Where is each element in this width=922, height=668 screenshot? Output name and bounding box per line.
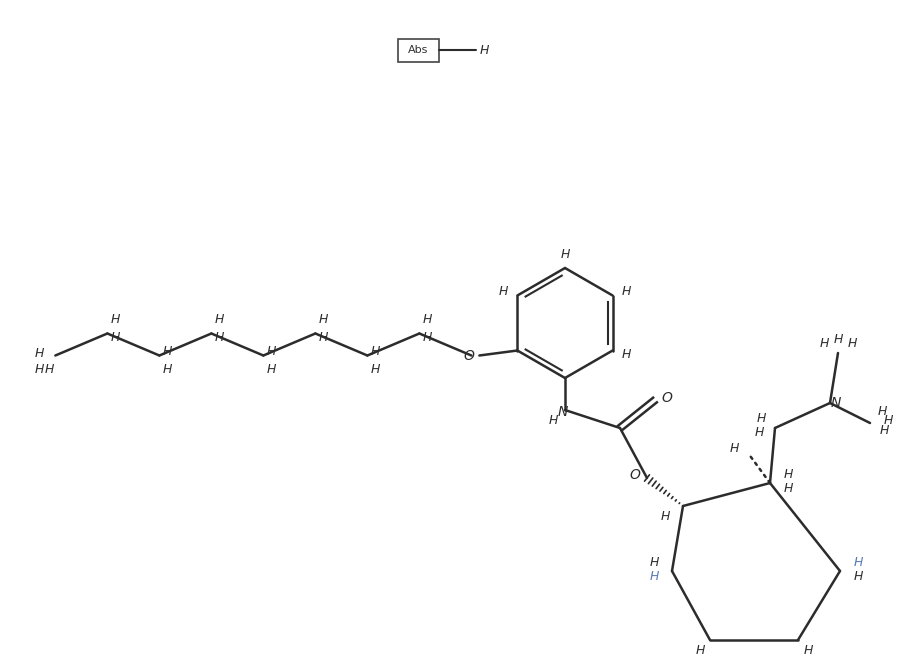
- Text: H: H: [422, 331, 432, 344]
- Text: H: H: [44, 363, 54, 376]
- Text: H: H: [35, 363, 44, 376]
- Text: H: H: [622, 285, 632, 298]
- Text: H: H: [833, 333, 843, 345]
- Text: H: H: [162, 345, 172, 358]
- Text: H: H: [35, 347, 44, 360]
- Text: H: H: [754, 426, 763, 438]
- Text: H: H: [622, 348, 632, 361]
- Text: H: H: [422, 313, 432, 326]
- Text: H: H: [371, 345, 380, 358]
- FancyBboxPatch shape: [397, 39, 439, 61]
- Text: H: H: [695, 645, 704, 657]
- Text: H: H: [561, 248, 570, 261]
- Text: H: H: [266, 345, 276, 358]
- Text: H: H: [215, 313, 224, 326]
- Text: H: H: [784, 482, 793, 496]
- Text: H: H: [549, 413, 558, 426]
- Text: H: H: [803, 645, 812, 657]
- Text: O: O: [464, 349, 475, 363]
- Text: H: H: [479, 43, 489, 57]
- Text: O: O: [630, 468, 641, 482]
- Text: H: H: [880, 424, 889, 438]
- Text: H: H: [215, 331, 224, 344]
- Text: H: H: [847, 337, 857, 349]
- Text: H: H: [162, 363, 172, 376]
- Text: H: H: [854, 556, 863, 570]
- Text: H: H: [729, 442, 739, 454]
- Text: H: H: [784, 468, 793, 482]
- Text: H: H: [820, 337, 829, 349]
- Text: H: H: [319, 331, 328, 344]
- Text: H: H: [649, 570, 658, 584]
- Text: H: H: [499, 285, 508, 298]
- Text: O: O: [662, 391, 672, 405]
- Text: H: H: [649, 556, 658, 570]
- Text: H: H: [319, 313, 328, 326]
- Text: H: H: [111, 313, 120, 326]
- Text: H: H: [878, 405, 887, 418]
- Text: H: H: [660, 510, 669, 522]
- Text: N: N: [558, 405, 568, 419]
- Text: Abs: Abs: [408, 45, 428, 55]
- Text: H: H: [756, 411, 765, 424]
- Text: N: N: [831, 396, 841, 410]
- Text: H: H: [883, 415, 892, 428]
- Text: H: H: [854, 570, 863, 584]
- Text: H: H: [266, 363, 276, 376]
- Text: H: H: [111, 331, 120, 344]
- Text: H: H: [371, 363, 380, 376]
